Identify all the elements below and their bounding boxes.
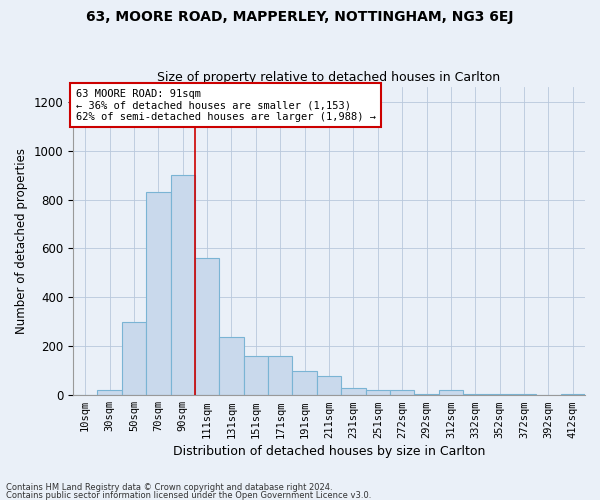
Y-axis label: Number of detached properties: Number of detached properties [15, 148, 28, 334]
Bar [292, 370, 317, 395]
X-axis label: Distribution of detached houses by size in Carlton: Distribution of detached houses by size … [173, 444, 485, 458]
Bar [415, 394, 439, 395]
Text: 63, MOORE ROAD, MAPPERLEY, NOTTINGHAM, NG3 6EJ: 63, MOORE ROAD, MAPPERLEY, NOTTINGHAM, N… [86, 10, 514, 24]
Text: Contains HM Land Registry data © Crown copyright and database right 2024.: Contains HM Land Registry data © Crown c… [6, 484, 332, 492]
Title: Size of property relative to detached houses in Carlton: Size of property relative to detached ho… [157, 72, 500, 85]
Bar [122, 322, 146, 395]
Bar [220, 336, 244, 395]
Text: 63 MOORE ROAD: 91sqm
← 36% of detached houses are smaller (1,153)
62% of semi-de: 63 MOORE ROAD: 91sqm ← 36% of detached h… [76, 88, 376, 122]
Bar [560, 394, 585, 395]
Bar [487, 394, 512, 395]
Bar [365, 390, 390, 395]
Bar [268, 356, 292, 395]
Bar [512, 394, 536, 395]
Bar [244, 356, 268, 395]
Bar [317, 376, 341, 395]
Bar [463, 394, 487, 395]
Bar [390, 390, 415, 395]
Bar [195, 258, 220, 395]
Bar [97, 390, 122, 395]
Bar [170, 175, 195, 395]
Text: Contains public sector information licensed under the Open Government Licence v3: Contains public sector information licen… [6, 491, 371, 500]
Bar [146, 192, 170, 395]
Bar [439, 390, 463, 395]
Bar [341, 388, 365, 395]
